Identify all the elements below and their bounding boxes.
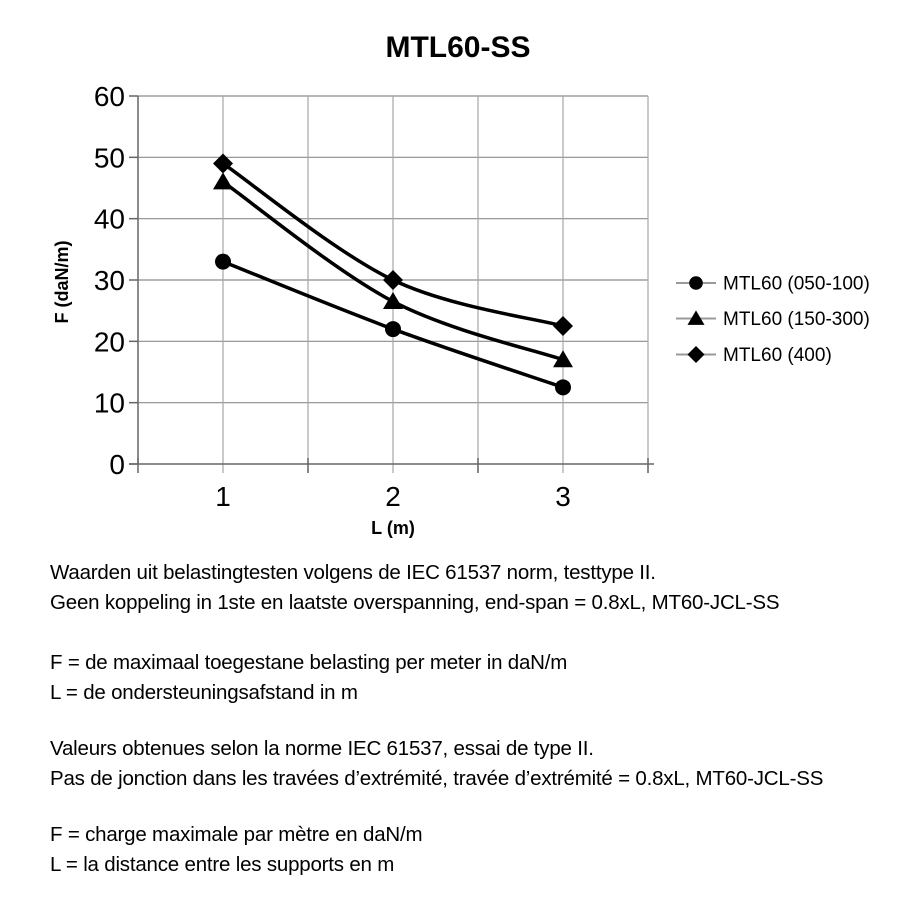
note-fr-line2: Pas de jonction dans les travées d’extré… bbox=[50, 767, 824, 790]
y-tick-label: 20 bbox=[94, 326, 125, 357]
chart-title: MTL60-SS bbox=[385, 31, 530, 64]
x-tick-label: 3 bbox=[555, 481, 571, 512]
y-axis-title: F (daN/m) bbox=[52, 240, 72, 323]
note-paragraph-nl-defs: F = de maximaal toegestane belasting per… bbox=[50, 648, 880, 708]
note-paragraph-fr-defs: F = charge maximale par mètre en daN/m L… bbox=[50, 820, 880, 880]
note-fr-f-def: F = charge maximale par mètre en daN/m bbox=[50, 823, 423, 846]
load-chart: 0 10 20 30 40 50 60 1 2 3 MTL60-SS F (daN/m) L (m) MT… bbox=[52, 31, 870, 538]
data-marker-circle bbox=[555, 379, 571, 396]
legend-item: MTL60 (150-300) bbox=[676, 309, 870, 330]
y-tick-label: 50 bbox=[94, 142, 125, 173]
data-marker-triangle bbox=[553, 350, 573, 368]
legend: MTL60 (050-100) MTL60 (150-300) MTL60 (400… bbox=[676, 274, 870, 366]
x-tick-label: 1 bbox=[215, 481, 231, 512]
note-nl-line1: Waarden uit belastingtesten volgens de I… bbox=[50, 561, 656, 584]
legend-label: MTL60 (400) bbox=[723, 345, 832, 366]
legend-marker-circle bbox=[689, 276, 703, 290]
note-fr-l-def: L = la distance entre les supports en m bbox=[50, 853, 395, 876]
data-marker-circle bbox=[215, 253, 231, 270]
legend-marker-triangle bbox=[687, 310, 705, 325]
y-tick-label: 60 bbox=[94, 81, 125, 112]
note-fr-line1: Valeurs obtenues selon la norme IEC 6153… bbox=[50, 737, 594, 760]
note-paragraph-fr-norm: Valeurs obtenues selon la norme IEC 6153… bbox=[50, 734, 880, 794]
data-marker-circle bbox=[385, 321, 401, 338]
data-marker-diamond bbox=[213, 153, 233, 174]
y-tick-label: 40 bbox=[94, 204, 125, 235]
legend-label: MTL60 (050-100) bbox=[723, 274, 870, 295]
x-tick-label: 2 bbox=[385, 481, 401, 512]
data-marker-triangle bbox=[383, 291, 403, 309]
y-tick-label: 10 bbox=[94, 388, 125, 419]
notes: Waarden uit belastingtesten volgens de I… bbox=[0, 552, 908, 880]
legend-label: MTL60 (150-300) bbox=[723, 309, 870, 330]
data-marker-diamond bbox=[383, 270, 403, 290]
note-paragraph-nl-norm: Waarden uit belastingtesten volgens de I… bbox=[50, 558, 880, 618]
data-marker-triangle bbox=[213, 172, 233, 190]
legend-item: MTL60 (050-100) bbox=[676, 274, 870, 295]
y-tick-label: 0 bbox=[109, 449, 125, 480]
legend-marker-diamond bbox=[687, 346, 705, 363]
note-nl-line2: Geen koppeling in 1ste en laatste oversp… bbox=[50, 591, 780, 614]
legend-item: MTL60 (400) bbox=[676, 345, 832, 366]
note-nl-f-def: F = de maximaal toegestane belasting per… bbox=[50, 651, 568, 674]
note-nl-l-def: L = de ondersteuningsafstand in m bbox=[50, 681, 358, 704]
data-marker-diamond bbox=[553, 316, 573, 336]
x-axis-title: L (m) bbox=[371, 518, 415, 538]
y-tick-label: 30 bbox=[94, 265, 125, 296]
